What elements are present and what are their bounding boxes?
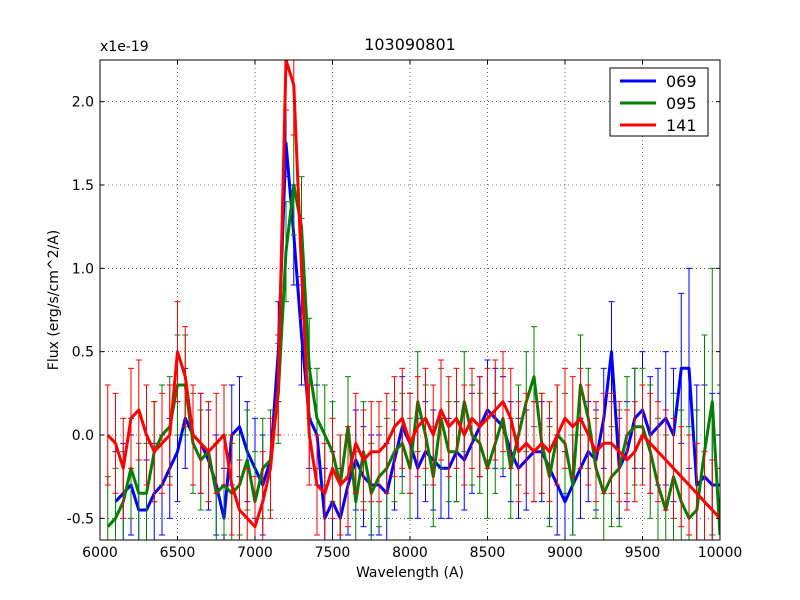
legend-label-095: 095 bbox=[666, 94, 697, 113]
x-tick-label: 6500 bbox=[160, 545, 196, 561]
y-tick-label: 2.0 bbox=[72, 95, 94, 111]
x-tick-label: 6000 bbox=[82, 545, 118, 561]
legend: 069 095 141 bbox=[609, 67, 709, 137]
x-tick-label: 9000 bbox=[547, 545, 583, 561]
x-tick-label: 9500 bbox=[625, 545, 661, 561]
axis-ticks: 6000 6500 7000 7500 8000 8500 9000 9500 10000 -0.… bbox=[67, 60, 743, 561]
legend-label-141: 141 bbox=[666, 116, 697, 135]
plot-series bbox=[104, 60, 720, 540]
series-141 bbox=[104, 60, 720, 540]
y-tick-label: 1.0 bbox=[72, 261, 94, 277]
y-tick-label: -0.5 bbox=[67, 511, 94, 527]
x-tick-label: 8500 bbox=[470, 545, 506, 561]
chart-title: 103090801 bbox=[364, 35, 456, 54]
series-line-141 bbox=[106, 60, 720, 529]
x-tick-label: 7000 bbox=[237, 545, 273, 561]
x-tick-label: 10000 bbox=[698, 545, 743, 561]
y-tick-label: 0.0 bbox=[72, 428, 94, 444]
y-axis-label: Flux (erg/s/cm^2/A) bbox=[46, 230, 62, 370]
y-tick-label: 0.5 bbox=[72, 345, 94, 361]
y-tick-label: 1.5 bbox=[72, 178, 94, 194]
y-offset-label: x1e-19 bbox=[100, 39, 149, 55]
legend-label-069: 069 bbox=[666, 72, 697, 91]
x-tick-label: 8000 bbox=[392, 545, 428, 561]
x-axis-label: Wavelength (A) bbox=[356, 565, 464, 581]
x-tick-label: 7500 bbox=[315, 545, 351, 561]
